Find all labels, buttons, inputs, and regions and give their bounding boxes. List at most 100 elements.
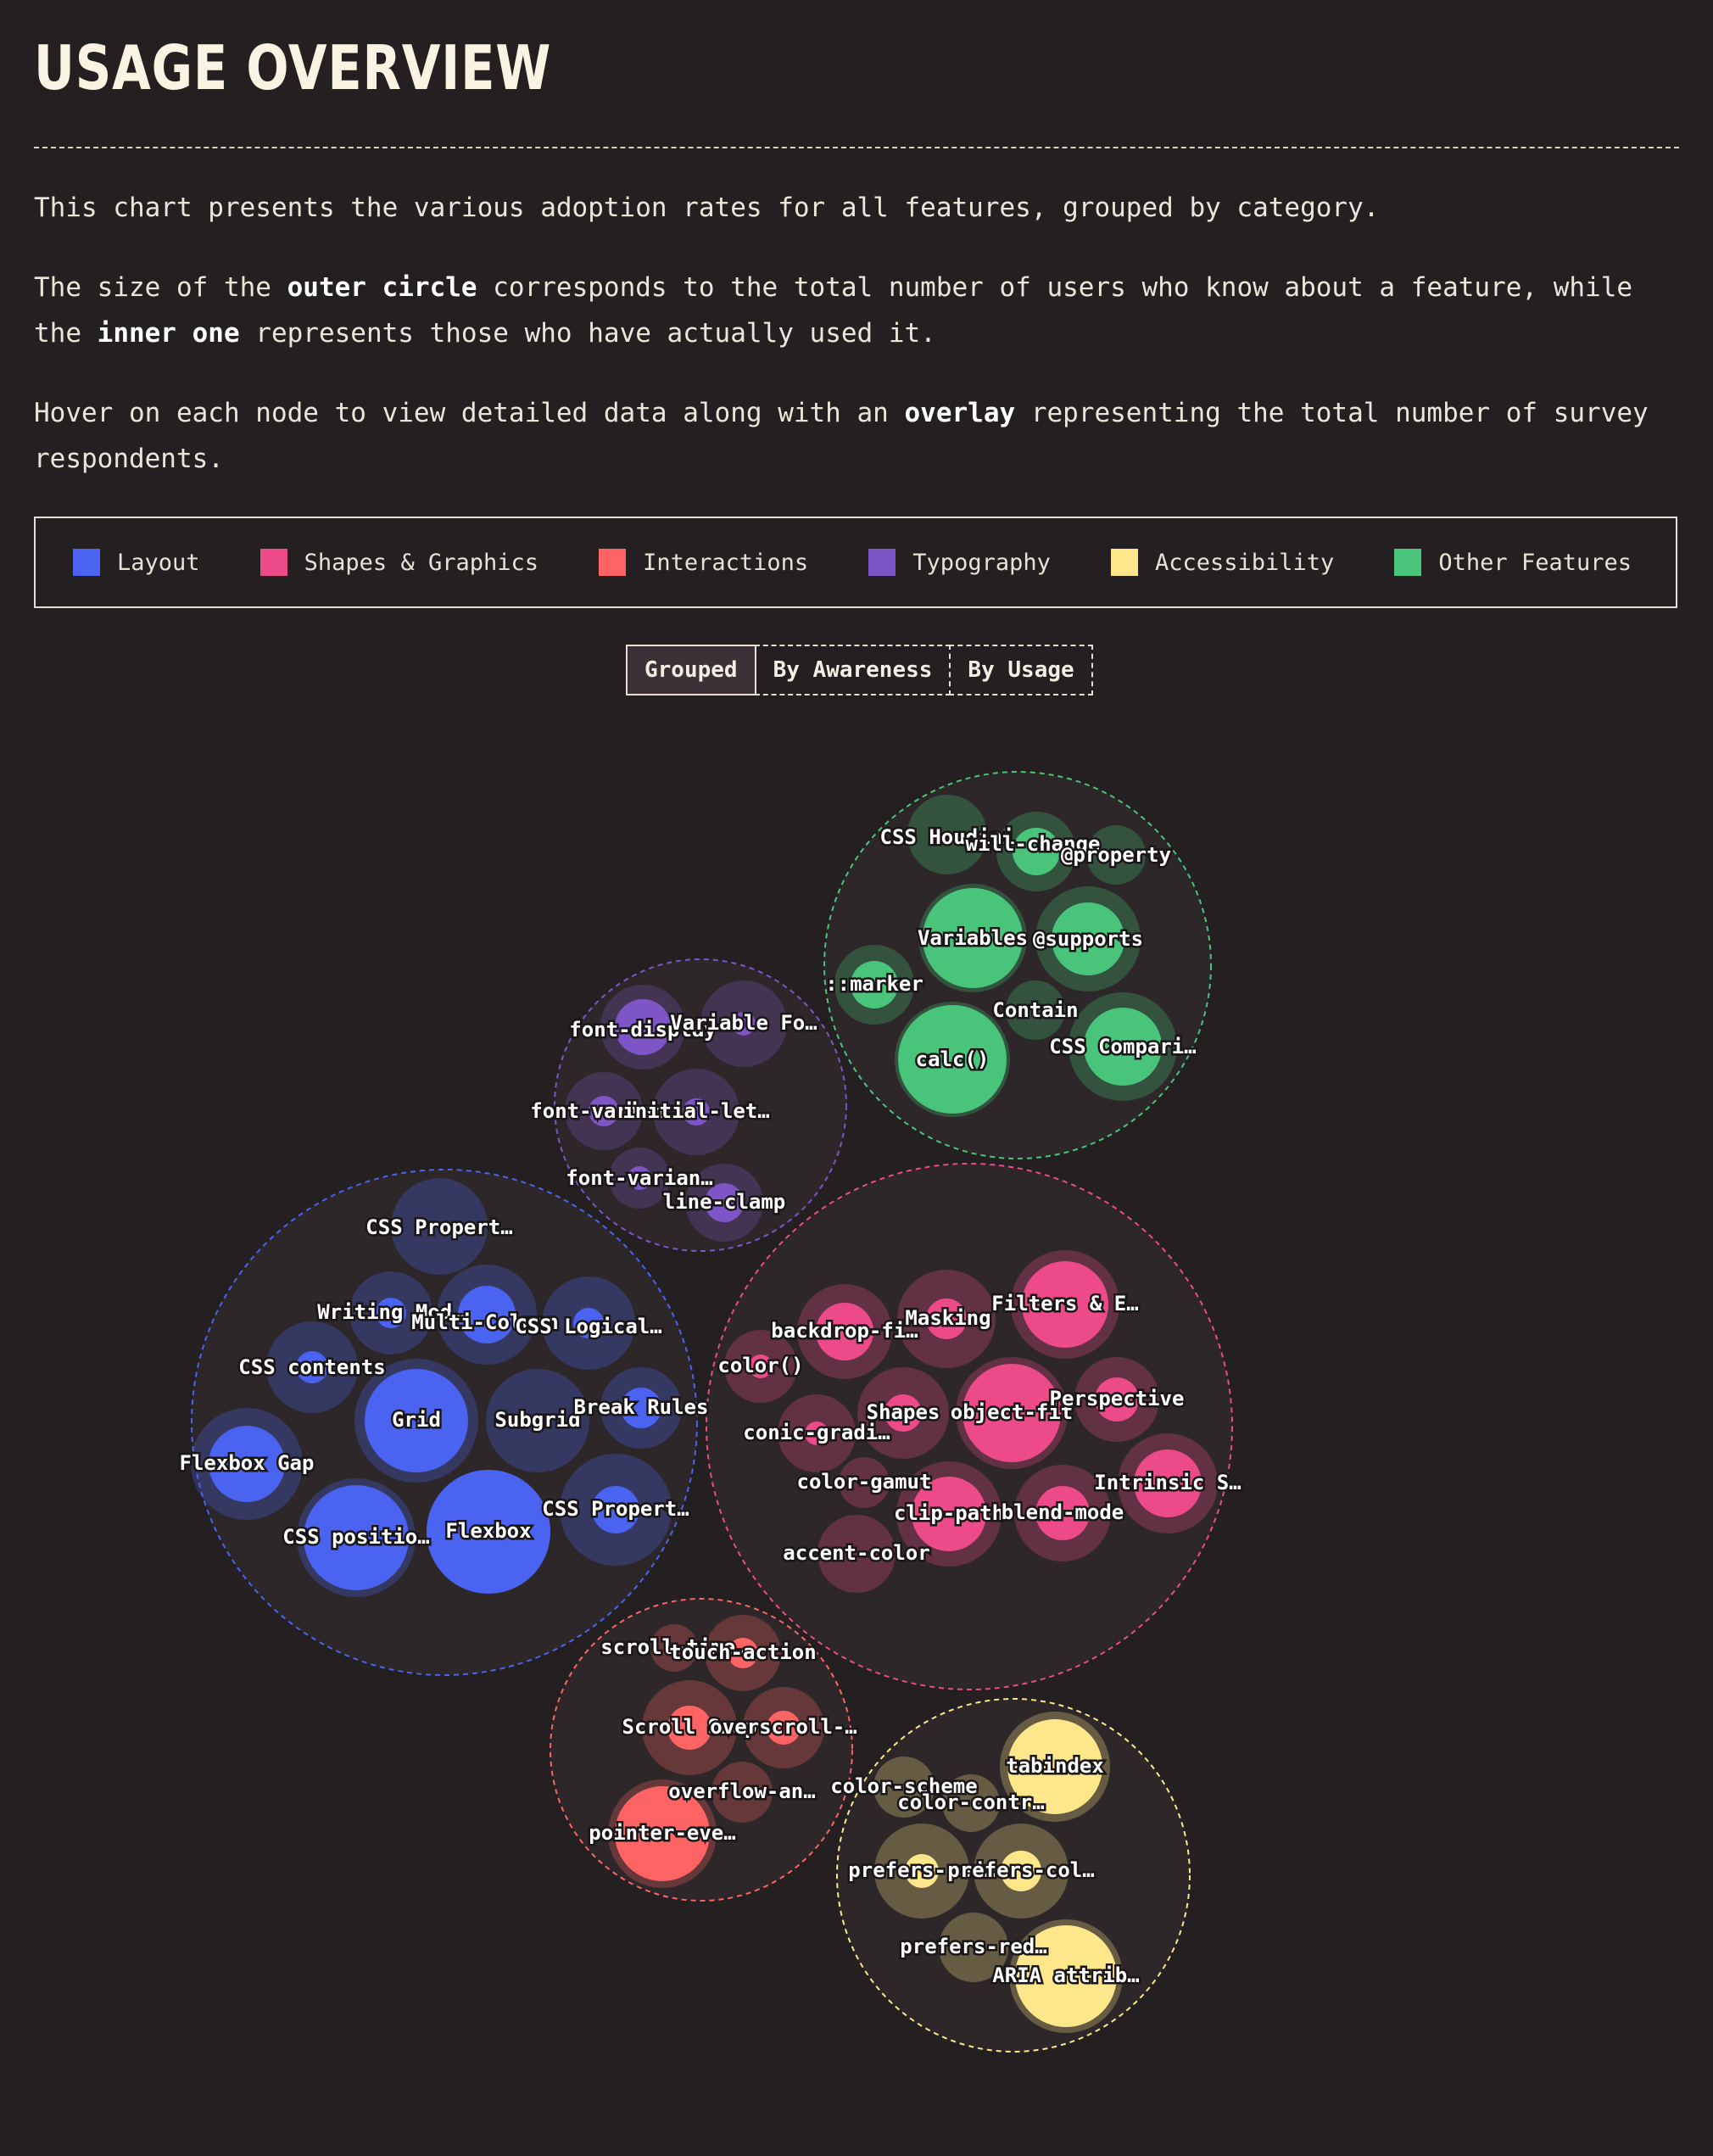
bubble-label-css-properties-and-values: CSS Propert… [365,1215,512,1239]
bubble-outer-subgrid[interactable] [486,1369,589,1472]
bubble-outer-css-logical-properties[interactable] [542,1276,635,1370]
bubble-outer-flexbox[interactable] [427,1470,550,1594]
bubble-outer-grid[interactable] [354,1359,478,1483]
bubble-inner-filters-effects [1022,1261,1108,1348]
bubble-label-will-change: will-change [966,832,1101,856]
bubble-outer-shapes[interactable] [857,1367,949,1459]
bubble-inner-css-position-sticky [304,1485,409,1590]
bubble-outer-line-clamp[interactable] [685,1164,763,1242]
bubble-label-font-variant-east-asian: font-varian… [566,1166,712,1190]
bubble-label-css-position-sticky: CSS positio… [282,1525,429,1549]
tab-by-usage[interactable]: By Usage [949,645,1093,695]
legend-item-other-features[interactable]: Other Features [1394,549,1632,576]
bubble-outer-filters-effects[interactable] [1011,1250,1119,1359]
bubble-outer-font-display[interactable] [600,985,685,1070]
bubble-outer-variable-fonts[interactable] [700,980,787,1067]
bubble-inner-tabindex [1007,1719,1102,1814]
legend-item-interactions[interactable]: Interactions [599,549,808,576]
legend-swatch [73,549,100,576]
bubble-outer-css-houdini[interactable] [907,795,987,874]
bubble-outer-color[interactable] [724,1330,797,1403]
bubble-outer-blend-mode[interactable] [1014,1465,1111,1561]
overlay-emphasis: overlay [904,398,1016,428]
bubble-outer-scroll-snap[interactable] [642,1680,737,1775]
bubble-outer-masking[interactable] [897,1270,996,1368]
bubble-outer-conic-gradient[interactable] [778,1394,856,1472]
bubble-outer-prefers-color-scheme[interactable] [974,1824,1069,1919]
bubble-outer-break-rules[interactable] [600,1367,682,1449]
bubble-label-flexbox-gap: Flexbox Gap [180,1451,315,1475]
bubble-outer-backdrop-filter[interactable] [797,1284,892,1379]
bubble-inner-break-rules [621,1388,661,1428]
bubble-outer-accent-color[interactable] [817,1515,896,1593]
bubble-outer-color-gamut[interactable] [839,1457,890,1508]
bubble-outer-color-scheme[interactable] [873,1757,935,1818]
bubble-label-font-variant-numeric: font-varian… [530,1099,677,1123]
bubble-label-overflow-anchor: overflow-an… [668,1779,815,1803]
bubble-inner-masking [926,1299,967,1339]
bubble-inner-css-contents [296,1351,328,1383]
bubble-inner-css-comparison-functions [1084,1008,1162,1086]
bubble-outer-writing-modes[interactable] [349,1271,432,1354]
bubble-outer-supports[interactable] [1035,886,1141,991]
bubble-outer-contain[interactable] [1006,980,1065,1040]
bubble-outer-css-position-sticky[interactable] [297,1478,416,1597]
bubble-outer-flexbox-gap[interactable] [191,1408,303,1520]
bubble-outer-tabindex[interactable] [1000,1712,1110,1822]
bubble-outer-initial-letter[interactable] [653,1069,739,1155]
bubble-outer-css-contents[interactable] [266,1321,358,1413]
legend-item-accessibility[interactable]: Accessibility [1110,549,1334,576]
bubble-outer-color-contrast[interactable] [942,1774,1000,1832]
legend-label: Other Features [1438,549,1632,576]
bubble-outer-pointer-events[interactable] [608,1779,717,1888]
bubble-outer-overflow-anchor[interactable] [711,1762,773,1823]
bubble-outer-css-properties-and-values[interactable] [391,1178,488,1275]
bubble-outer-calc[interactable] [895,1002,1010,1117]
legend-item-typography[interactable]: Typography [868,549,1051,576]
bubble-inner-flexbox-gap [209,1426,285,1502]
tab-grouped[interactable]: Grouped [626,645,756,695]
bubble-outer-scroll-timeline[interactable] [650,1624,698,1672]
bubble-outer-css-properties[interactable] [560,1454,672,1566]
bubble-outer-marker[interactable] [834,945,914,1025]
bubble-outer-will-change[interactable] [996,812,1076,891]
bubble-inner-marker [851,961,898,1008]
bubble-inner-prefers-reduced-motion [905,1854,939,1888]
intro-paragraph-3: Hover on each node to view detailed data… [34,398,1649,474]
bubble-outer-perspective[interactable] [1074,1357,1159,1442]
bubble-label-calc: calc() [916,1047,990,1071]
bubble-label-css-contents: CSS contents [238,1355,385,1379]
bubble-outer-object-fit[interactable] [956,1357,1068,1469]
bubble-outer-touch-action[interactable] [705,1615,781,1691]
bubble-inner-variable-fonts [732,1012,756,1036]
bubble-label-scroll-snap: Scroll Snap [622,1715,757,1739]
bubble-outer-intrinsic-sizing[interactable] [1118,1433,1218,1533]
bubble-label-variable-fonts: Variable Fo… [670,1011,817,1035]
legend-swatch [1394,549,1422,576]
bubble-label-color-scheme: color-scheme [830,1774,977,1798]
bubble-outer-prefers-reduced-data[interactable] [939,1913,1008,1982]
bubble-inner-color [749,1354,773,1378]
bubble-outer-property[interactable] [1086,825,1146,885]
bubble-inner-css-logical-properties [573,1308,604,1338]
tab-by-awareness[interactable]: By Awareness [754,645,951,695]
bubble-label-variables: Variables [918,926,1028,950]
bubble-outer-variables[interactable] [918,884,1027,992]
bubble-label-perspective: Perspective [1050,1387,1185,1410]
bubble-label-subgrid: Subgrid [494,1408,580,1432]
title-divider [34,147,1679,148]
bubble-outer-aria-attributes[interactable] [1009,1919,1123,2033]
bubble-label-marker: ::marker [825,972,923,996]
legend-item-layout[interactable]: Layout [73,549,200,576]
bubble-outer-prefers-reduced-motion[interactable] [874,1824,969,1919]
bubble-outer-clip-path[interactable] [896,1461,1002,1567]
bubble-outer-font-variant-east-asian[interactable] [609,1148,670,1209]
legend-item-shapes-graphics[interactable]: Shapes & Graphics [259,549,538,576]
bubble-label-writing-modes: Writing Mod… [317,1300,464,1324]
bubble-outer-multi-column[interactable] [437,1265,537,1365]
bubble-outer-font-variant-numeric[interactable] [565,1072,643,1150]
bubble-label-flexbox: Flexbox [445,1519,531,1543]
bubble-outer-css-comparison-functions[interactable] [1069,992,1177,1101]
bubble-label-accent-color: accent-color [783,1541,929,1565]
bubble-outer-overscroll-behavior[interactable] [743,1687,824,1768]
